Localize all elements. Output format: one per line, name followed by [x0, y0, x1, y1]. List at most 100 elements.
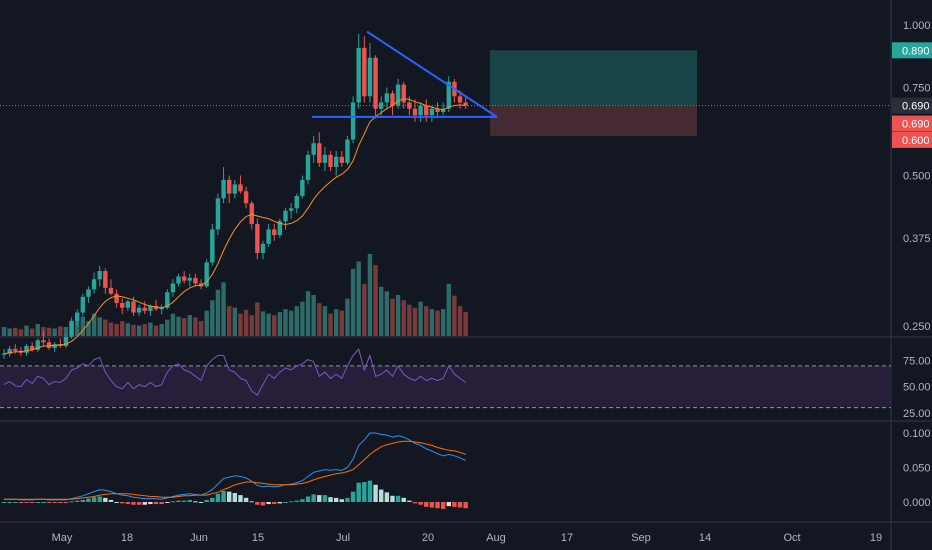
candle[interactable] [1, 353, 7, 355]
target-zone[interactable] [490, 50, 697, 106]
candle[interactable] [407, 102, 412, 109]
candle[interactable] [255, 223, 260, 253]
candle[interactable] [238, 184, 243, 192]
macd-histogram-bar [114, 502, 119, 503]
candle[interactable] [46, 342, 52, 348]
candle[interactable] [187, 277, 192, 281]
candle[interactable] [13, 348, 18, 351]
candle[interactable] [418, 105, 423, 116]
stop-zone[interactable] [490, 105, 697, 136]
volume-bar [260, 311, 266, 336]
candle[interactable] [63, 336, 69, 347]
candle[interactable] [131, 301, 136, 313]
candle[interactable] [165, 292, 170, 308]
candle[interactable] [390, 93, 395, 106]
candle[interactable] [412, 108, 418, 116]
candle[interactable] [221, 179, 226, 199]
volume-bar [103, 319, 108, 336]
candle[interactable] [243, 191, 249, 204]
candle[interactable] [170, 283, 176, 293]
macd-histogram-bar [7, 502, 12, 503]
candle[interactable] [401, 84, 406, 103]
macd-histogram-bar [277, 502, 283, 504]
candle[interactable] [457, 96, 463, 103]
candle[interactable] [108, 287, 114, 294]
candle[interactable] [356, 47, 361, 103]
candle[interactable] [97, 271, 102, 280]
candle[interactable] [367, 57, 373, 97]
candle[interactable] [120, 302, 125, 308]
candle[interactable] [136, 307, 142, 313]
candle[interactable] [463, 102, 468, 106]
candle[interactable] [339, 156, 344, 163]
macd-histogram-bar [232, 493, 238, 502]
candle[interactable] [373, 57, 378, 109]
candle[interactable] [176, 276, 181, 284]
candle[interactable] [435, 108, 440, 112]
candle[interactable] [142, 307, 147, 311]
candle[interactable] [317, 143, 322, 163]
candle[interactable] [35, 340, 40, 350]
candle[interactable] [29, 346, 35, 350]
candle[interactable] [24, 346, 29, 353]
candle[interactable] [429, 108, 435, 116]
candle[interactable] [204, 262, 209, 287]
candle[interactable] [294, 195, 299, 209]
candle[interactable] [148, 306, 153, 311]
triangle-resistance-line[interactable] [366, 30, 498, 118]
macd-histogram-bar [418, 502, 423, 505]
candle[interactable] [362, 47, 367, 97]
candle[interactable] [446, 81, 451, 109]
volume-bar [148, 322, 153, 336]
candle[interactable] [277, 221, 283, 236]
candle[interactable] [91, 279, 97, 290]
volume-bar [429, 309, 435, 336]
macd-histogram-bar [35, 502, 40, 503]
candle[interactable] [114, 293, 119, 303]
candle[interactable] [210, 229, 215, 263]
candle[interactable] [125, 301, 131, 308]
candle[interactable] [384, 93, 390, 103]
candle[interactable] [227, 179, 232, 194]
candle[interactable] [272, 229, 277, 236]
volume-bar [356, 261, 361, 336]
candle[interactable] [181, 276, 187, 281]
candle[interactable] [345, 139, 350, 163]
macd-histogram-bar [311, 494, 316, 502]
time-tick-label: Jul [336, 532, 350, 544]
candle[interactable] [350, 102, 356, 140]
candle[interactable] [322, 154, 328, 163]
candle[interactable] [440, 108, 446, 112]
candle[interactable] [249, 203, 254, 224]
candle[interactable] [288, 208, 294, 211]
candle[interactable] [232, 184, 238, 194]
candle[interactable] [424, 105, 429, 116]
candle[interactable] [7, 348, 12, 354]
candle[interactable] [305, 154, 311, 180]
candle[interactable] [311, 143, 316, 155]
time-tick-label: May [52, 532, 73, 544]
macd-histogram-bar [435, 502, 440, 509]
candle[interactable] [300, 179, 305, 196]
candle[interactable] [193, 277, 198, 284]
candle[interactable] [283, 210, 288, 222]
candle[interactable] [86, 289, 91, 297]
candle[interactable] [69, 320, 74, 337]
candle[interactable] [395, 84, 401, 106]
candle[interactable] [153, 306, 159, 310]
candle[interactable] [215, 198, 221, 230]
volume-bar [243, 309, 249, 336]
candle[interactable] [333, 156, 339, 167]
candle[interactable] [41, 340, 46, 343]
candle[interactable] [52, 344, 57, 348]
candle[interactable] [103, 271, 108, 288]
candle[interactable] [260, 243, 266, 253]
candle[interactable] [266, 229, 271, 244]
candle[interactable] [80, 296, 86, 313]
macd-histogram-bar [266, 502, 271, 505]
candle[interactable] [159, 307, 164, 310]
candle[interactable] [74, 312, 80, 321]
candle[interactable] [328, 154, 333, 167]
